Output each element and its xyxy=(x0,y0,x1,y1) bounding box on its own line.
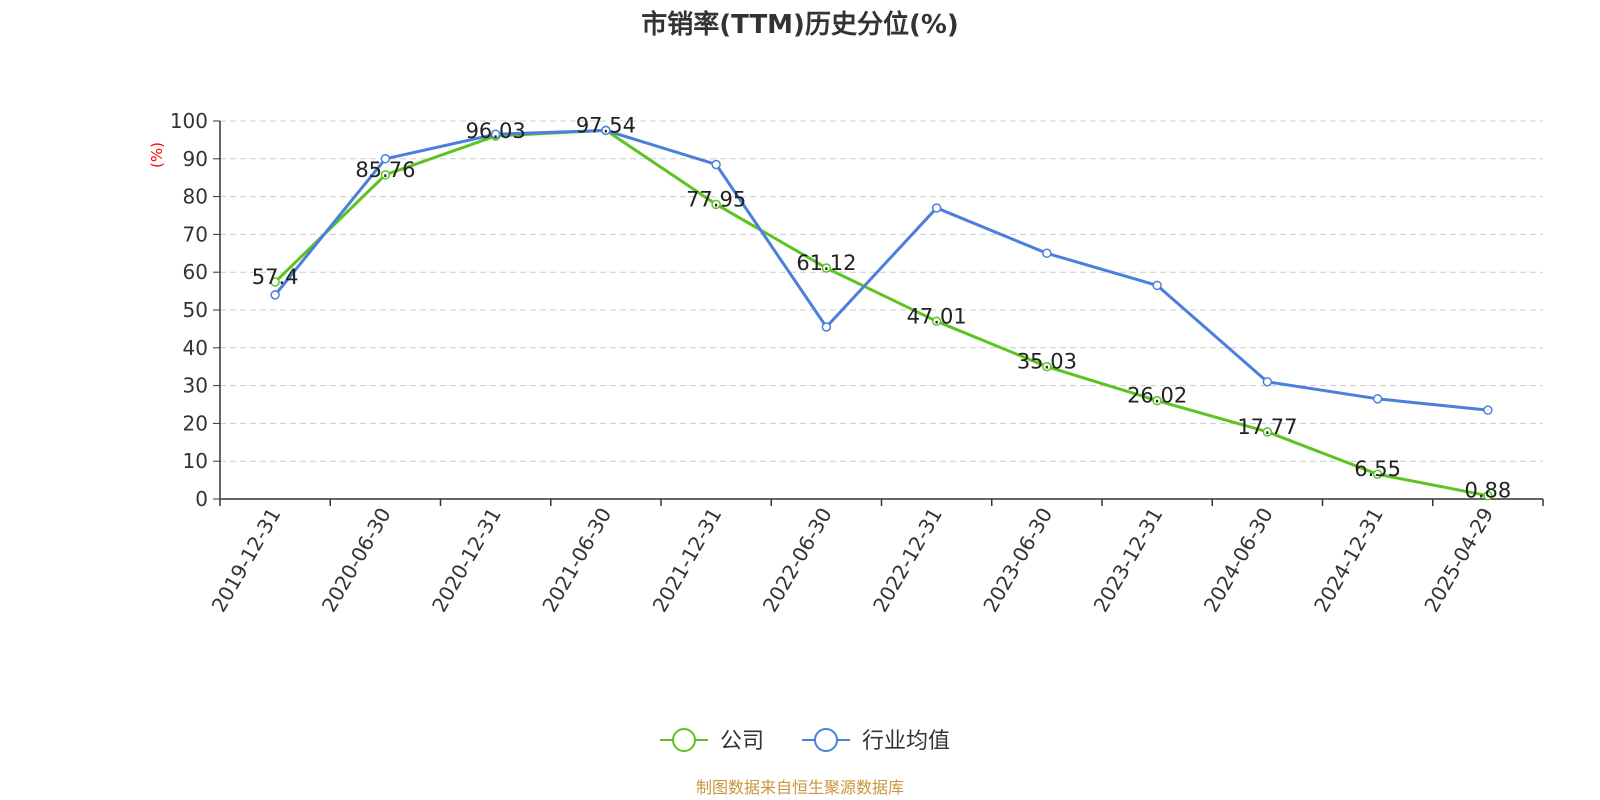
data-point xyxy=(1042,248,1052,259)
y-tick-label: 50 xyxy=(183,298,208,322)
data-point xyxy=(1262,377,1273,387)
y-tick-label: 0 xyxy=(195,487,208,511)
data-point xyxy=(380,170,391,180)
data-label: 96.03 xyxy=(466,119,526,143)
x-tick-label: 2025-04-29 xyxy=(1419,504,1498,617)
series-line-industry xyxy=(273,128,1489,412)
source-note: 制图数据来自恒生聚源数据库 xyxy=(696,778,904,797)
data-point xyxy=(821,263,832,273)
legend-label: 公司 xyxy=(720,729,764,754)
data-label: 35.03 xyxy=(1017,350,1077,374)
data-label: 17.77 xyxy=(1237,415,1297,439)
data-label: 61.12 xyxy=(796,251,856,275)
data-label: 47.01 xyxy=(907,304,967,328)
legend-label: 行业均值 xyxy=(862,729,950,754)
data-point xyxy=(1042,361,1052,372)
x-tick-label: 2022-12-31 xyxy=(868,504,947,617)
y-tick-label: 80 xyxy=(183,185,208,209)
data-point xyxy=(601,125,611,136)
x-tick-label: 2023-12-31 xyxy=(1089,504,1168,617)
x-tick-label: 2021-06-30 xyxy=(537,504,616,617)
data-label: 85.76 xyxy=(355,158,415,182)
y-tick-label: 70 xyxy=(183,222,208,246)
legend-item-company[interactable]: 公司 xyxy=(660,728,764,754)
y-tick-label: 40 xyxy=(183,336,208,360)
data-label: 6.55 xyxy=(1354,457,1401,481)
data-point xyxy=(821,322,832,332)
data-point xyxy=(1372,394,1383,404)
data-point xyxy=(270,290,280,300)
data-point xyxy=(490,129,501,139)
data-label: 0.88 xyxy=(1464,479,1511,503)
x-tick-label: 2020-06-30 xyxy=(317,504,396,617)
data-point xyxy=(1152,280,1162,291)
y-tick-label: 60 xyxy=(183,260,208,284)
data-point xyxy=(931,316,942,327)
x-tick-label: 2020-12-31 xyxy=(427,504,506,617)
data-label: 77.95 xyxy=(686,187,746,211)
data-label: 26.02 xyxy=(1127,384,1187,408)
data-labels: 57.4 85.76 96.03 97.54 77.95 61.12 47.01 35.03 2… xyxy=(252,113,1512,502)
y-tick-label: 20 xyxy=(183,411,208,435)
data-point xyxy=(711,199,721,210)
legend-marker-icon xyxy=(672,728,696,752)
data-point xyxy=(1262,427,1273,437)
y-tick-label: 10 xyxy=(183,449,208,473)
data-point xyxy=(270,277,280,287)
series-layer xyxy=(270,125,1493,501)
grid-lines xyxy=(220,120,1543,462)
data-point xyxy=(380,154,391,164)
data-label: 97.54 xyxy=(576,113,636,137)
series-line-company xyxy=(274,128,1489,498)
y-axis-label: (%) xyxy=(148,142,166,168)
legend-marker-icon xyxy=(814,728,838,752)
legend-item-industry[interactable]: 行业均值 xyxy=(802,728,950,754)
data-point xyxy=(931,203,942,213)
data-point xyxy=(1483,490,1493,501)
x-tick-label: 2021-12-31 xyxy=(648,504,727,617)
chart-title: 市销率(TTM)历史分位(%) xyxy=(641,9,959,40)
data-point xyxy=(1483,405,1493,415)
y-tick-label: 90 xyxy=(183,147,208,171)
x-tick-label: 2023-06-30 xyxy=(978,504,1057,617)
data-label: 57.4 xyxy=(252,265,299,289)
legend[interactable]: 公司 行业均值 xyxy=(660,728,950,754)
data-point xyxy=(711,159,721,170)
x-tick-label: 2019-12-31 xyxy=(207,504,286,617)
x-tick-label: 2022-06-30 xyxy=(758,504,837,617)
x-tick-label: 2024-06-30 xyxy=(1199,504,1278,617)
data-point xyxy=(1152,395,1162,406)
y-tick-label: 30 xyxy=(183,374,208,398)
data-point xyxy=(1372,469,1383,479)
y-tick-label: 100 xyxy=(170,109,208,133)
x-tick-label: 2024-12-31 xyxy=(1309,504,1388,617)
